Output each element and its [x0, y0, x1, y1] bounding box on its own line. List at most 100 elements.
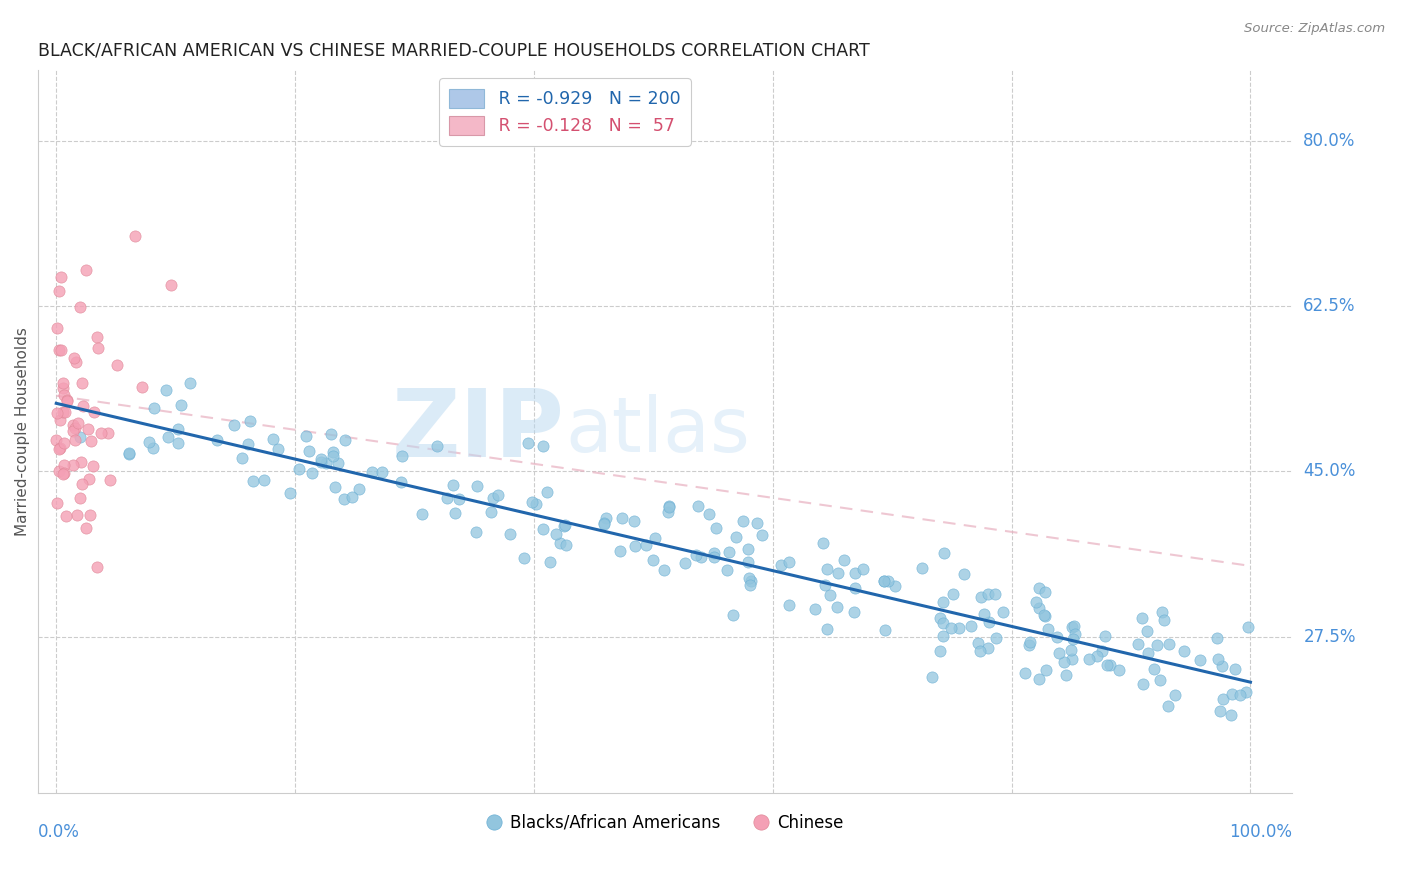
Point: [814, 578, 837, 592]
Point: [449, 491, 471, 506]
Point: [804, 602, 827, 616]
Point: [242, 474, 264, 488]
Point: [441, 478, 464, 492]
Point: [1028, 601, 1050, 615]
Point: [465, 478, 488, 492]
Point: [371, 466, 394, 480]
Point: [960, 619, 983, 633]
Point: [1225, 662, 1247, 676]
Point: [657, 505, 679, 519]
Point: [53, 405, 76, 419]
Point: [1091, 644, 1114, 658]
Point: [159, 277, 181, 292]
Point: [1047, 646, 1070, 660]
Point: [1135, 624, 1157, 638]
Text: Source: ZipAtlas.com: Source: ZipAtlas.com: [1244, 22, 1385, 36]
Point: [52, 467, 75, 481]
Point: [62, 458, 84, 473]
Point: [75, 263, 97, 277]
Point: [45, 406, 67, 420]
Point: [1153, 613, 1175, 627]
Point: [844, 605, 866, 619]
Point: [48, 343, 70, 358]
Point: [98, 473, 121, 487]
Point: [65, 355, 87, 369]
Point: [932, 616, 955, 631]
Point: [90, 425, 112, 440]
Point: [391, 450, 413, 464]
Point: [876, 574, 898, 588]
Point: [1137, 646, 1160, 660]
Point: [1108, 664, 1130, 678]
Point: [1157, 699, 1180, 714]
Point: [737, 541, 759, 556]
Text: 80.0%: 80.0%: [1303, 131, 1355, 150]
Point: [554, 517, 576, 532]
Point: [87, 341, 110, 355]
Point: [66, 416, 89, 430]
Point: [1078, 651, 1101, 665]
Point: [1060, 643, 1083, 657]
Point: [481, 491, 503, 505]
Point: [939, 621, 962, 635]
Point: [62, 418, 84, 433]
Point: [979, 615, 1001, 629]
Point: [844, 566, 866, 580]
Point: [778, 555, 800, 569]
Point: [138, 434, 160, 449]
Point: [1053, 656, 1076, 670]
Point: [778, 598, 800, 612]
Point: [79, 508, 101, 522]
Point: [1173, 644, 1195, 658]
Point: [167, 422, 190, 436]
Point: [70, 477, 93, 491]
Point: [820, 588, 842, 602]
Point: [536, 484, 558, 499]
Point: [928, 644, 950, 658]
Point: [79, 472, 101, 486]
Point: [686, 500, 709, 514]
Point: [411, 508, 433, 522]
Point: [238, 437, 260, 451]
Point: [323, 480, 346, 494]
Point: [436, 491, 458, 505]
Point: [623, 514, 645, 528]
Point: [624, 540, 647, 554]
Point: [815, 562, 838, 576]
Point: [526, 497, 548, 511]
Point: [97, 426, 120, 441]
Point: [553, 518, 575, 533]
Point: [142, 401, 165, 416]
Point: [873, 574, 896, 589]
Point: [1054, 667, 1077, 681]
Text: 27.5%: 27.5%: [1303, 628, 1355, 646]
Point: [82, 458, 104, 473]
Point: [48, 284, 70, 298]
Point: [932, 629, 955, 643]
Point: [53, 387, 76, 401]
Y-axis label: Married-couple Households: Married-couple Households: [15, 326, 30, 535]
Point: [751, 528, 773, 542]
Point: [910, 561, 932, 575]
Point: [531, 523, 554, 537]
Point: [142, 441, 165, 455]
Point: [731, 515, 754, 529]
Point: [721, 607, 744, 622]
Point: [1095, 658, 1118, 673]
Point: [349, 482, 371, 496]
Point: [1033, 585, 1056, 599]
Point: [465, 524, 488, 539]
Point: [1085, 648, 1108, 663]
Point: [932, 595, 955, 609]
Point: [1237, 620, 1260, 634]
Point: [1060, 652, 1083, 666]
Point: [1164, 689, 1187, 703]
Point: [51, 270, 73, 285]
Point: [1033, 608, 1056, 623]
Point: [825, 599, 848, 614]
Point: [69, 300, 91, 314]
Point: [1211, 659, 1233, 673]
Point: [844, 581, 866, 595]
Point: [993, 605, 1015, 619]
Point: [976, 640, 998, 655]
